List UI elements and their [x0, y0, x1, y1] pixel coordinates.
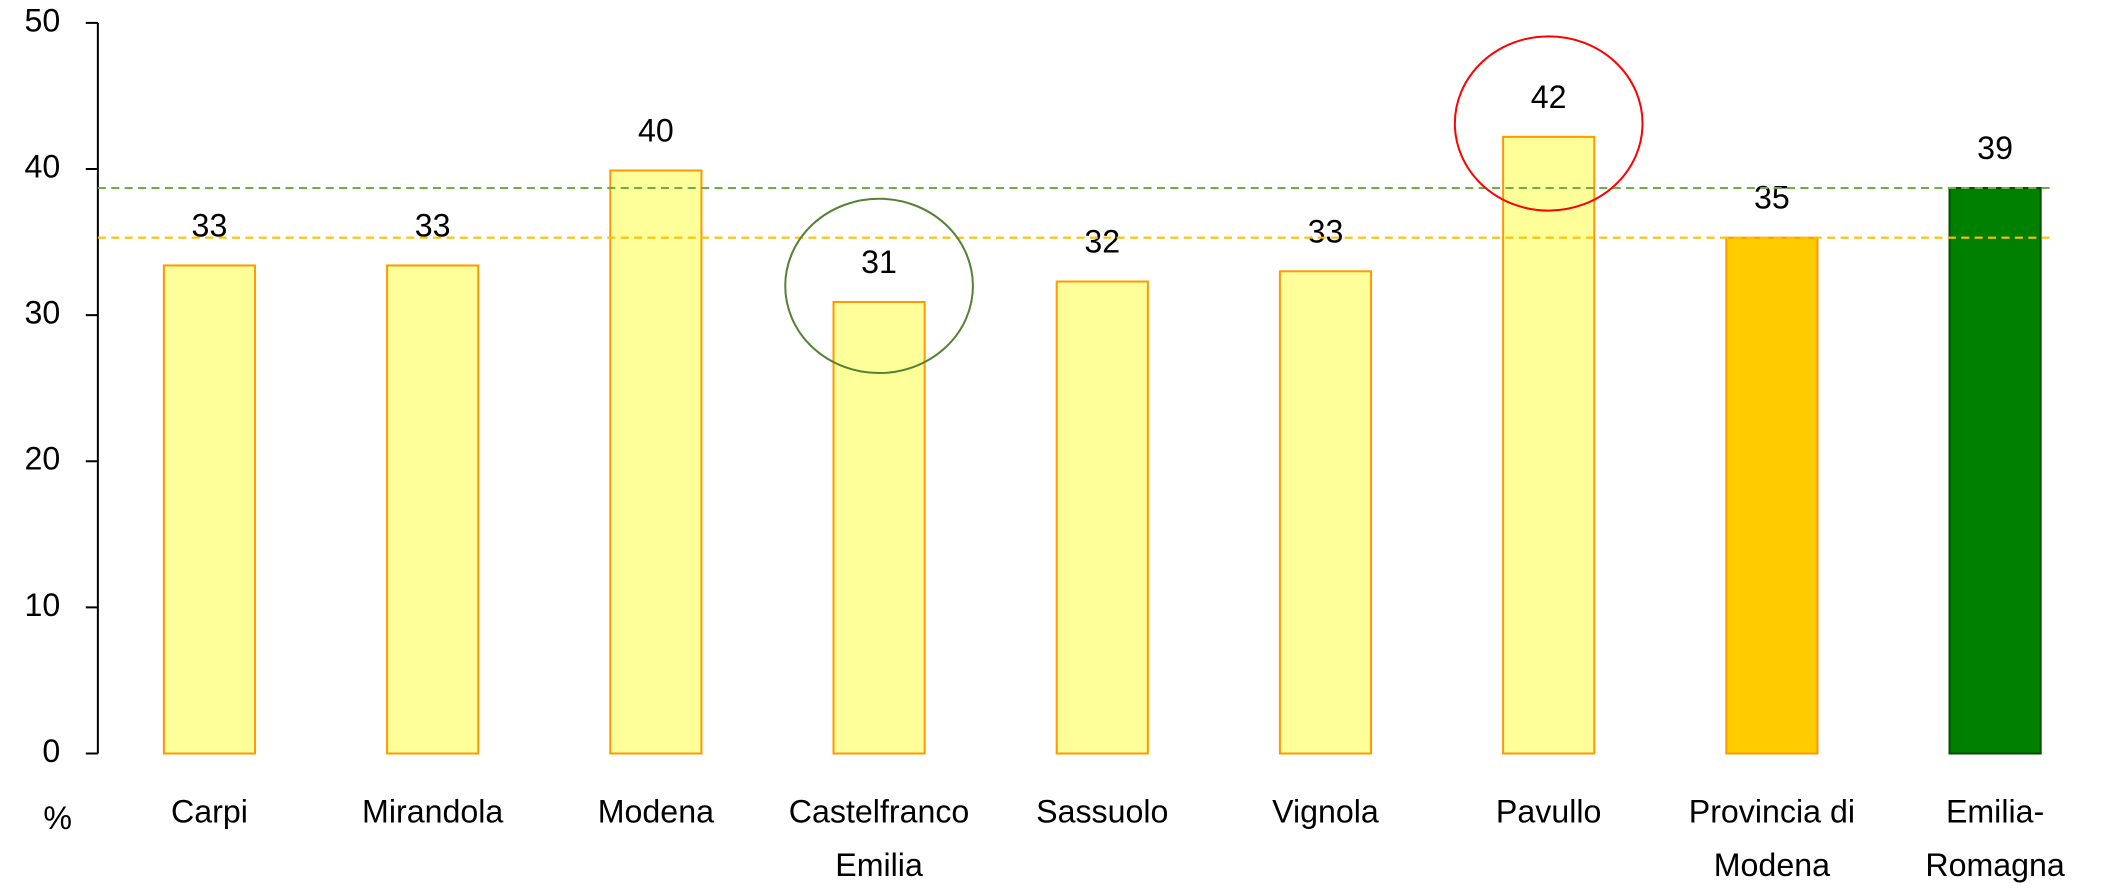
- y-tick-label: 0: [42, 733, 60, 769]
- y-tick-label: 30: [25, 295, 61, 331]
- x-tick-label: Mirandola: [362, 793, 503, 829]
- x-tick-label: Vignola: [1272, 793, 1379, 829]
- value-label: 32: [1084, 223, 1120, 259]
- bar: [1502, 135, 1596, 755]
- bar: [832, 300, 926, 755]
- bar: [1278, 270, 1373, 755]
- bar: [1055, 280, 1149, 755]
- value-label: 40: [638, 112, 674, 148]
- bar: [1948, 187, 2042, 755]
- x-tick-label: Carpi: [171, 793, 248, 829]
- value-label: 42: [1531, 79, 1567, 115]
- y-axis-label: %: [43, 800, 72, 836]
- y-tick-label: 20: [25, 441, 61, 477]
- x-tick-label: Provincia di: [1689, 793, 1855, 829]
- highlight-circle: [1453, 35, 1644, 212]
- x-tick-label: Modena: [598, 793, 714, 829]
- x-tick-label: Emilia-: [1946, 793, 2044, 829]
- x-tick-label: Sassuolo: [1036, 793, 1168, 829]
- x-tick-label: Modena: [1714, 847, 1830, 883]
- x-tick-label: Castelfranco: [789, 793, 970, 829]
- value-label: 35: [1754, 180, 1790, 216]
- bar: [386, 264, 480, 755]
- x-tick-label: Romagna: [1925, 847, 2065, 883]
- value-label: 31: [861, 244, 897, 280]
- highlight-circle: [784, 197, 974, 375]
- bar: [609, 169, 703, 755]
- bar: [1725, 236, 1819, 755]
- value-label: 39: [1977, 130, 2013, 166]
- x-tick-label: Emilia: [835, 847, 923, 883]
- bar: [162, 264, 257, 755]
- x-tick-label: Pavullo: [1496, 793, 1601, 829]
- y-tick-label: 50: [25, 2, 61, 38]
- y-tick-label: 40: [25, 149, 61, 185]
- value-label: 33: [1308, 213, 1344, 249]
- y-tick-label: 10: [25, 587, 61, 623]
